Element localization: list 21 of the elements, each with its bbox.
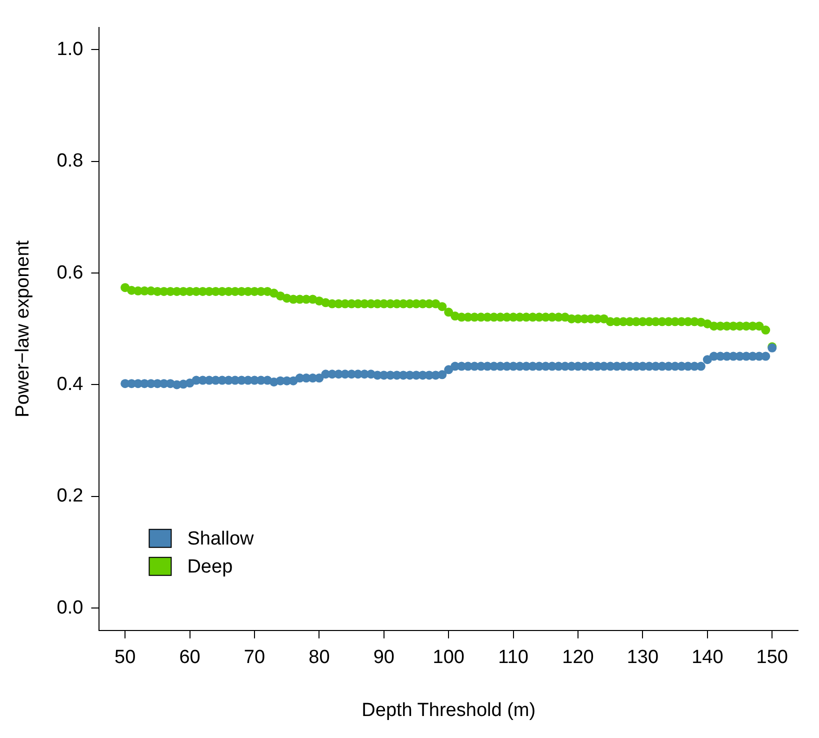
x-tick-label: 150 xyxy=(756,647,788,668)
y-tick-label: 0.6 xyxy=(56,262,84,284)
x-tick-label: 90 xyxy=(373,647,394,668)
y-axis-title: Power−law exponent xyxy=(12,240,34,418)
x-tick-label: 120 xyxy=(562,647,594,668)
y-tick-label: 0.0 xyxy=(56,597,84,618)
x-axis-title: Depth Threshold (m) xyxy=(362,700,536,721)
y-tick-label: 0.2 xyxy=(56,486,84,507)
x-tick-label: 60 xyxy=(179,647,200,668)
x-tick-label: 130 xyxy=(626,647,659,668)
x-tick-label: 100 xyxy=(432,647,464,668)
x-tick-label: 50 xyxy=(114,647,136,668)
x-tick-label: 110 xyxy=(498,647,528,668)
x-tick-label: 80 xyxy=(308,647,330,668)
legend-label: Deep xyxy=(187,556,233,578)
y-tick-label: 0.8 xyxy=(56,150,84,172)
x-tick-label: 70 xyxy=(244,647,266,668)
y-tick-label: 0.4 xyxy=(56,374,84,395)
y-tick-label: 1.0 xyxy=(56,38,84,60)
legend-label: Shallow xyxy=(187,528,254,550)
x-tick-label: 140 xyxy=(692,647,724,668)
